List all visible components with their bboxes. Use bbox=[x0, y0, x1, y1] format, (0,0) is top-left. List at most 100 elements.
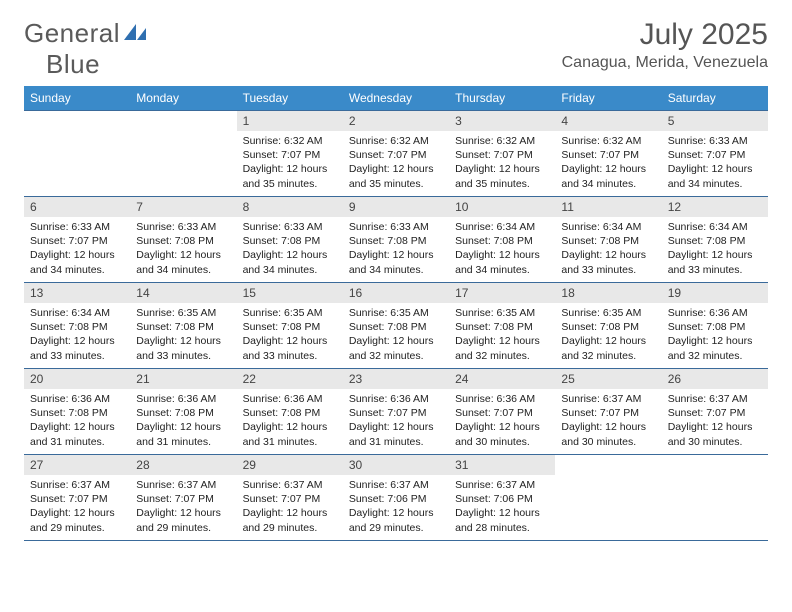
day-number: 6 bbox=[24, 197, 130, 217]
calendar-table: SundayMondayTuesdayWednesdayThursdayFrid… bbox=[24, 86, 768, 541]
day-body: Sunrise: 6:33 AMSunset: 7:08 PMDaylight:… bbox=[130, 217, 236, 281]
calendar-day: 28Sunrise: 6:37 AMSunset: 7:07 PMDayligh… bbox=[130, 455, 236, 541]
day-body: Sunrise: 6:37 AMSunset: 7:06 PMDaylight:… bbox=[449, 475, 555, 539]
day-number: 26 bbox=[662, 369, 768, 389]
month-title: July 2025 bbox=[562, 18, 768, 52]
day-body: Sunrise: 6:34 AMSunset: 7:08 PMDaylight:… bbox=[555, 217, 661, 281]
weekday-header: Friday bbox=[555, 86, 661, 111]
calendar-day: 13Sunrise: 6:34 AMSunset: 7:08 PMDayligh… bbox=[24, 283, 130, 369]
calendar-day: 29Sunrise: 6:37 AMSunset: 7:07 PMDayligh… bbox=[237, 455, 343, 541]
calendar-week: 6Sunrise: 6:33 AMSunset: 7:07 PMDaylight… bbox=[24, 197, 768, 283]
day-number: 31 bbox=[449, 455, 555, 475]
logo-sail-icon bbox=[124, 29, 150, 46]
day-body: Sunrise: 6:34 AMSunset: 7:08 PMDaylight:… bbox=[449, 217, 555, 281]
calendar-head: SundayMondayTuesdayWednesdayThursdayFrid… bbox=[24, 86, 768, 111]
weekday-header: Sunday bbox=[24, 86, 130, 111]
day-number: 7 bbox=[130, 197, 236, 217]
day-number: 30 bbox=[343, 455, 449, 475]
calendar-week: 1Sunrise: 6:32 AMSunset: 7:07 PMDaylight… bbox=[24, 111, 768, 197]
calendar-empty bbox=[662, 455, 768, 541]
day-body: Sunrise: 6:33 AMSunset: 7:07 PMDaylight:… bbox=[24, 217, 130, 281]
calendar-day: 5Sunrise: 6:33 AMSunset: 7:07 PMDaylight… bbox=[662, 111, 768, 197]
day-number: 25 bbox=[555, 369, 661, 389]
calendar-day: 23Sunrise: 6:36 AMSunset: 7:07 PMDayligh… bbox=[343, 369, 449, 455]
day-body: Sunrise: 6:35 AMSunset: 7:08 PMDaylight:… bbox=[449, 303, 555, 367]
calendar-day: 12Sunrise: 6:34 AMSunset: 7:08 PMDayligh… bbox=[662, 197, 768, 283]
day-number: 27 bbox=[24, 455, 130, 475]
calendar-day: 17Sunrise: 6:35 AMSunset: 7:08 PMDayligh… bbox=[449, 283, 555, 369]
weekday-header: Monday bbox=[130, 86, 236, 111]
page: General Blue July 2025 Canagua, Merida, … bbox=[0, 0, 792, 549]
calendar-day: 4Sunrise: 6:32 AMSunset: 7:07 PMDaylight… bbox=[555, 111, 661, 197]
day-number: 3 bbox=[449, 111, 555, 131]
calendar-week: 27Sunrise: 6:37 AMSunset: 7:07 PMDayligh… bbox=[24, 455, 768, 541]
day-number: 29 bbox=[237, 455, 343, 475]
day-number: 5 bbox=[662, 111, 768, 131]
day-body: Sunrise: 6:37 AMSunset: 7:06 PMDaylight:… bbox=[343, 475, 449, 539]
location-subtitle: Canagua, Merida, Venezuela bbox=[562, 54, 768, 72]
day-body: Sunrise: 6:32 AMSunset: 7:07 PMDaylight:… bbox=[555, 131, 661, 195]
calendar-day: 24Sunrise: 6:36 AMSunset: 7:07 PMDayligh… bbox=[449, 369, 555, 455]
calendar-day: 31Sunrise: 6:37 AMSunset: 7:06 PMDayligh… bbox=[449, 455, 555, 541]
day-number: 9 bbox=[343, 197, 449, 217]
calendar-day: 1Sunrise: 6:32 AMSunset: 7:07 PMDaylight… bbox=[237, 111, 343, 197]
day-number: 2 bbox=[343, 111, 449, 131]
weekday-header: Wednesday bbox=[343, 86, 449, 111]
day-number: 1 bbox=[237, 111, 343, 131]
logo-word1: General bbox=[24, 18, 120, 48]
calendar-day: 15Sunrise: 6:35 AMSunset: 7:08 PMDayligh… bbox=[237, 283, 343, 369]
calendar-day: 22Sunrise: 6:36 AMSunset: 7:08 PMDayligh… bbox=[237, 369, 343, 455]
calendar-day: 8Sunrise: 6:33 AMSunset: 7:08 PMDaylight… bbox=[237, 197, 343, 283]
day-body: Sunrise: 6:37 AMSunset: 7:07 PMDaylight:… bbox=[662, 389, 768, 453]
day-number: 13 bbox=[24, 283, 130, 303]
day-body: Sunrise: 6:35 AMSunset: 7:08 PMDaylight:… bbox=[237, 303, 343, 367]
day-body: Sunrise: 6:36 AMSunset: 7:08 PMDaylight:… bbox=[130, 389, 236, 453]
calendar-day: 9Sunrise: 6:33 AMSunset: 7:08 PMDaylight… bbox=[343, 197, 449, 283]
day-body: Sunrise: 6:32 AMSunset: 7:07 PMDaylight:… bbox=[237, 131, 343, 195]
logo-text-block: General Blue bbox=[24, 18, 150, 80]
logo: General Blue bbox=[24, 18, 150, 80]
day-number: 19 bbox=[662, 283, 768, 303]
day-body: Sunrise: 6:35 AMSunset: 7:08 PMDaylight:… bbox=[343, 303, 449, 367]
calendar-day: 11Sunrise: 6:34 AMSunset: 7:08 PMDayligh… bbox=[555, 197, 661, 283]
day-body: Sunrise: 6:37 AMSunset: 7:07 PMDaylight:… bbox=[555, 389, 661, 453]
day-body: Sunrise: 6:33 AMSunset: 7:08 PMDaylight:… bbox=[237, 217, 343, 281]
calendar-day: 2Sunrise: 6:32 AMSunset: 7:07 PMDaylight… bbox=[343, 111, 449, 197]
day-number: 18 bbox=[555, 283, 661, 303]
calendar-day: 20Sunrise: 6:36 AMSunset: 7:08 PMDayligh… bbox=[24, 369, 130, 455]
weekday-header: Thursday bbox=[449, 86, 555, 111]
calendar-day: 6Sunrise: 6:33 AMSunset: 7:07 PMDaylight… bbox=[24, 197, 130, 283]
day-body: Sunrise: 6:34 AMSunset: 7:08 PMDaylight:… bbox=[24, 303, 130, 367]
day-number: 11 bbox=[555, 197, 661, 217]
calendar-empty bbox=[555, 455, 661, 541]
day-body: Sunrise: 6:32 AMSunset: 7:07 PMDaylight:… bbox=[449, 131, 555, 195]
calendar-day: 27Sunrise: 6:37 AMSunset: 7:07 PMDayligh… bbox=[24, 455, 130, 541]
title-block: July 2025 Canagua, Merida, Venezuela bbox=[562, 18, 768, 72]
day-body: Sunrise: 6:37 AMSunset: 7:07 PMDaylight:… bbox=[130, 475, 236, 539]
day-body: Sunrise: 6:33 AMSunset: 7:07 PMDaylight:… bbox=[662, 131, 768, 195]
calendar-day: 30Sunrise: 6:37 AMSunset: 7:06 PMDayligh… bbox=[343, 455, 449, 541]
calendar-day: 14Sunrise: 6:35 AMSunset: 7:08 PMDayligh… bbox=[130, 283, 236, 369]
day-number: 4 bbox=[555, 111, 661, 131]
logo-word2: Blue bbox=[46, 49, 100, 79]
calendar-day: 7Sunrise: 6:33 AMSunset: 7:08 PMDaylight… bbox=[130, 197, 236, 283]
day-body: Sunrise: 6:36 AMSunset: 7:08 PMDaylight:… bbox=[237, 389, 343, 453]
calendar-day: 19Sunrise: 6:36 AMSunset: 7:08 PMDayligh… bbox=[662, 283, 768, 369]
calendar-week: 13Sunrise: 6:34 AMSunset: 7:08 PMDayligh… bbox=[24, 283, 768, 369]
day-body: Sunrise: 6:33 AMSunset: 7:08 PMDaylight:… bbox=[343, 217, 449, 281]
day-body: Sunrise: 6:37 AMSunset: 7:07 PMDaylight:… bbox=[237, 475, 343, 539]
day-number: 20 bbox=[24, 369, 130, 389]
weekday-header: Tuesday bbox=[237, 86, 343, 111]
calendar-empty bbox=[24, 111, 130, 197]
day-number: 21 bbox=[130, 369, 236, 389]
day-number: 8 bbox=[237, 197, 343, 217]
calendar-day: 21Sunrise: 6:36 AMSunset: 7:08 PMDayligh… bbox=[130, 369, 236, 455]
calendar-empty bbox=[130, 111, 236, 197]
day-number: 23 bbox=[343, 369, 449, 389]
day-body: Sunrise: 6:35 AMSunset: 7:08 PMDaylight:… bbox=[130, 303, 236, 367]
weekday-header: Saturday bbox=[662, 86, 768, 111]
calendar-day: 10Sunrise: 6:34 AMSunset: 7:08 PMDayligh… bbox=[449, 197, 555, 283]
day-number: 12 bbox=[662, 197, 768, 217]
day-body: Sunrise: 6:36 AMSunset: 7:08 PMDaylight:… bbox=[662, 303, 768, 367]
day-number: 28 bbox=[130, 455, 236, 475]
